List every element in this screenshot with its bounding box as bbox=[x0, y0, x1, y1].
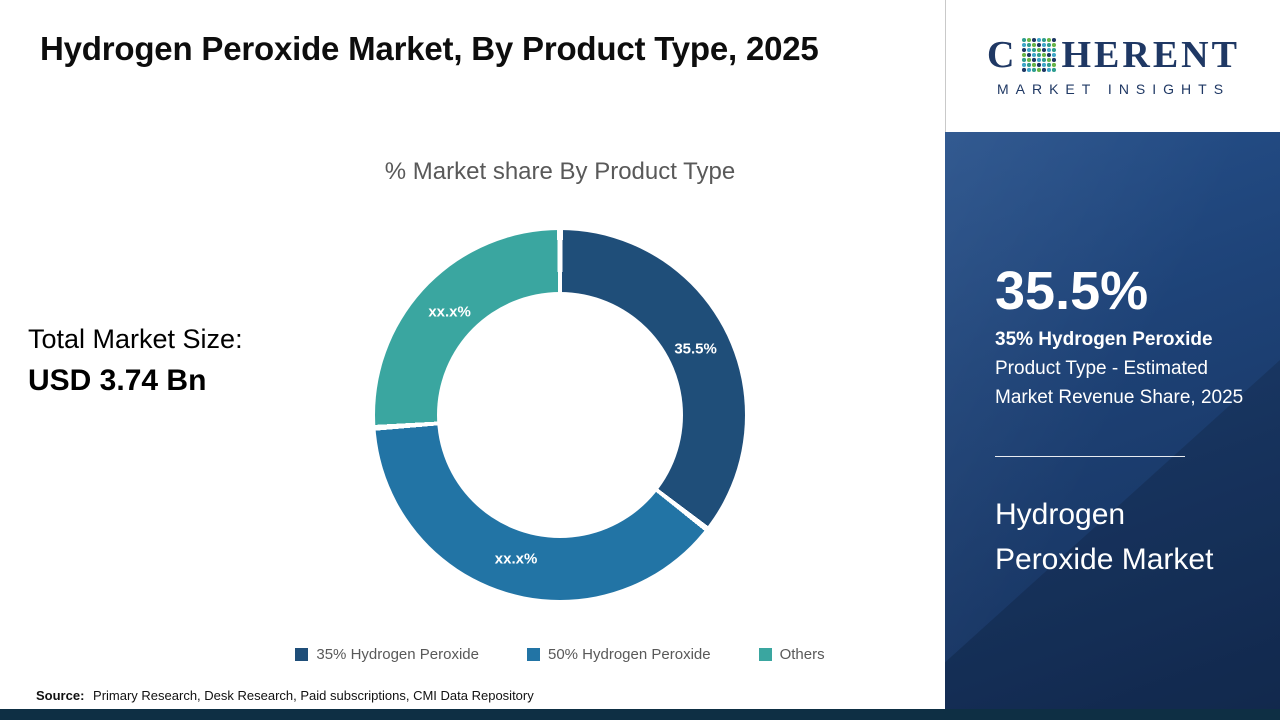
sidebar-stat-value: 35.5% bbox=[995, 261, 1149, 321]
sidebar-stat-description: 35% Hydrogen Peroxide Product Type - Est… bbox=[995, 326, 1247, 413]
legend-swatch bbox=[295, 648, 309, 661]
legend-label: 50% Hydrogen Peroxide bbox=[547, 646, 711, 663]
legend-item: 50% Hydrogen Peroxide bbox=[526, 646, 711, 663]
slice-label: xx.x% bbox=[428, 303, 471, 321]
total-market-size-value: USD 3.74 Bn bbox=[28, 364, 207, 397]
source-text: Primary Research, Desk Research, Paid su… bbox=[93, 688, 534, 703]
legend-swatch bbox=[526, 648, 540, 661]
donut-chart: 35.5% xx.x% xx.x% bbox=[375, 230, 745, 600]
brand-logo-tagline: MARKET INSIGHTS bbox=[996, 80, 1231, 97]
source-line: Source: Primary Research, Desk Research,… bbox=[36, 688, 534, 703]
brand-logo-prefix: C bbox=[987, 33, 1018, 76]
bottom-accent-bar bbox=[0, 709, 1280, 720]
cmi-dotted-o-icon bbox=[1022, 37, 1057, 72]
chart-title: % Market share By Product Type bbox=[384, 158, 736, 185]
sidebar-stat-description-bold: 35% Hydrogen Peroxide bbox=[995, 329, 1213, 350]
legend-label: Others bbox=[779, 646, 825, 663]
legend-label: 35% Hydrogen Peroxide bbox=[316, 646, 479, 663]
donut-hole bbox=[437, 292, 683, 538]
legend-item: 35% Hydrogen Peroxide bbox=[295, 646, 479, 663]
total-market-size-label: Total Market Size: bbox=[28, 324, 243, 354]
slice-label: 35.5% bbox=[674, 340, 717, 358]
sidebar-stat-description-rest: Product Type - Estimated Market Revenue … bbox=[995, 357, 1244, 408]
chart-legend: 35% Hydrogen Peroxide 50% Hydrogen Peroxi… bbox=[160, 646, 960, 663]
page-title: Hydrogen Peroxide Market, By Product Typ… bbox=[40, 30, 819, 67]
sidebar-market-name: Hydrogen Peroxide Market bbox=[995, 498, 1214, 576]
brand-logo: C HERENT MARKET INSIGHTS bbox=[945, 0, 1280, 132]
sidebar-divider bbox=[995, 456, 1185, 457]
legend-item: Others bbox=[758, 646, 825, 663]
brand-logo-suffix: HERENT bbox=[1061, 33, 1240, 76]
brand-logo-wordmark: C HERENT bbox=[987, 36, 1240, 74]
slice-label: xx.x% bbox=[494, 550, 538, 568]
total-market-size-block: Total Market Size: USD 3.74 Bn bbox=[28, 324, 243, 398]
legend-swatch bbox=[758, 648, 772, 661]
source-label: Source: bbox=[36, 688, 85, 703]
